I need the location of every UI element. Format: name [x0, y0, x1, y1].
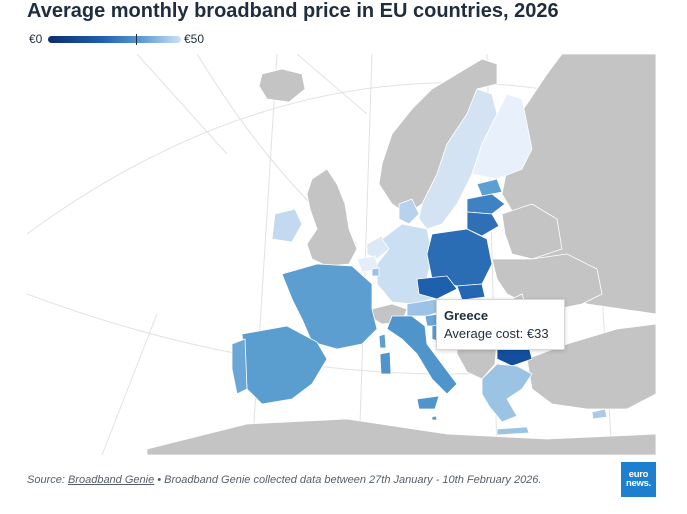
country-sicily[interactable]	[416, 395, 440, 410]
country-italy[interactable]	[386, 315, 458, 395]
country-slovakia[interactable]	[456, 283, 486, 301]
europe-map	[27, 54, 656, 455]
color-legend: €0 €50	[29, 32, 219, 46]
chart-title: Average monthly broadband price in EU co…	[27, 0, 559, 22]
map-canvas	[27, 54, 656, 455]
source-prefix: Source:	[27, 474, 68, 486]
country-luxembourg[interactable]	[371, 267, 380, 277]
legend-gradient-bar	[48, 36, 181, 43]
source-note: • Broadband Genie collected data between…	[154, 474, 542, 486]
country-sardinia[interactable]	[379, 351, 392, 375]
legend-min-label: €0	[29, 32, 43, 46]
country-portugal[interactable]	[231, 338, 248, 395]
legend-value-marker	[135, 34, 137, 45]
iceland-land	[258, 68, 306, 103]
country-ireland[interactable]	[271, 208, 303, 243]
logo-line1: euro	[628, 469, 649, 480]
country-latvia[interactable]	[466, 193, 506, 215]
source-link[interactable]: Broadband Genie	[67, 474, 155, 486]
country-czechia[interactable]	[416, 275, 458, 300]
country-estonia[interactable]	[476, 178, 503, 197]
country-denmark[interactable]	[398, 198, 420, 225]
tooltip-country-name: Greece	[444, 308, 489, 323]
uk-land	[306, 168, 358, 267]
source-footer: Source: Broadband Genie • Broadband Geni…	[27, 474, 541, 486]
logo-line2: news.	[626, 478, 651, 489]
country-lithuania[interactable]	[466, 211, 500, 237]
legend-max-label: €50	[184, 32, 205, 46]
country-crete[interactable]	[496, 426, 530, 436]
map-tooltip: Greece Average cost: €33	[436, 299, 565, 350]
country-corsica[interactable]	[378, 333, 387, 349]
country-finland[interactable]	[471, 93, 533, 180]
euronews-logo[interactable]: euro news.	[621, 462, 656, 497]
country-cyprus[interactable]	[591, 408, 608, 420]
country-malta[interactable]	[431, 415, 438, 421]
belarus-land	[501, 203, 563, 260]
north-africa-land	[146, 418, 656, 455]
turkey-land	[526, 323, 656, 410]
tooltip-value: Average cost: €33	[444, 326, 549, 341]
country-greece[interactable]	[481, 363, 533, 423]
country-france[interactable]	[281, 263, 378, 350]
